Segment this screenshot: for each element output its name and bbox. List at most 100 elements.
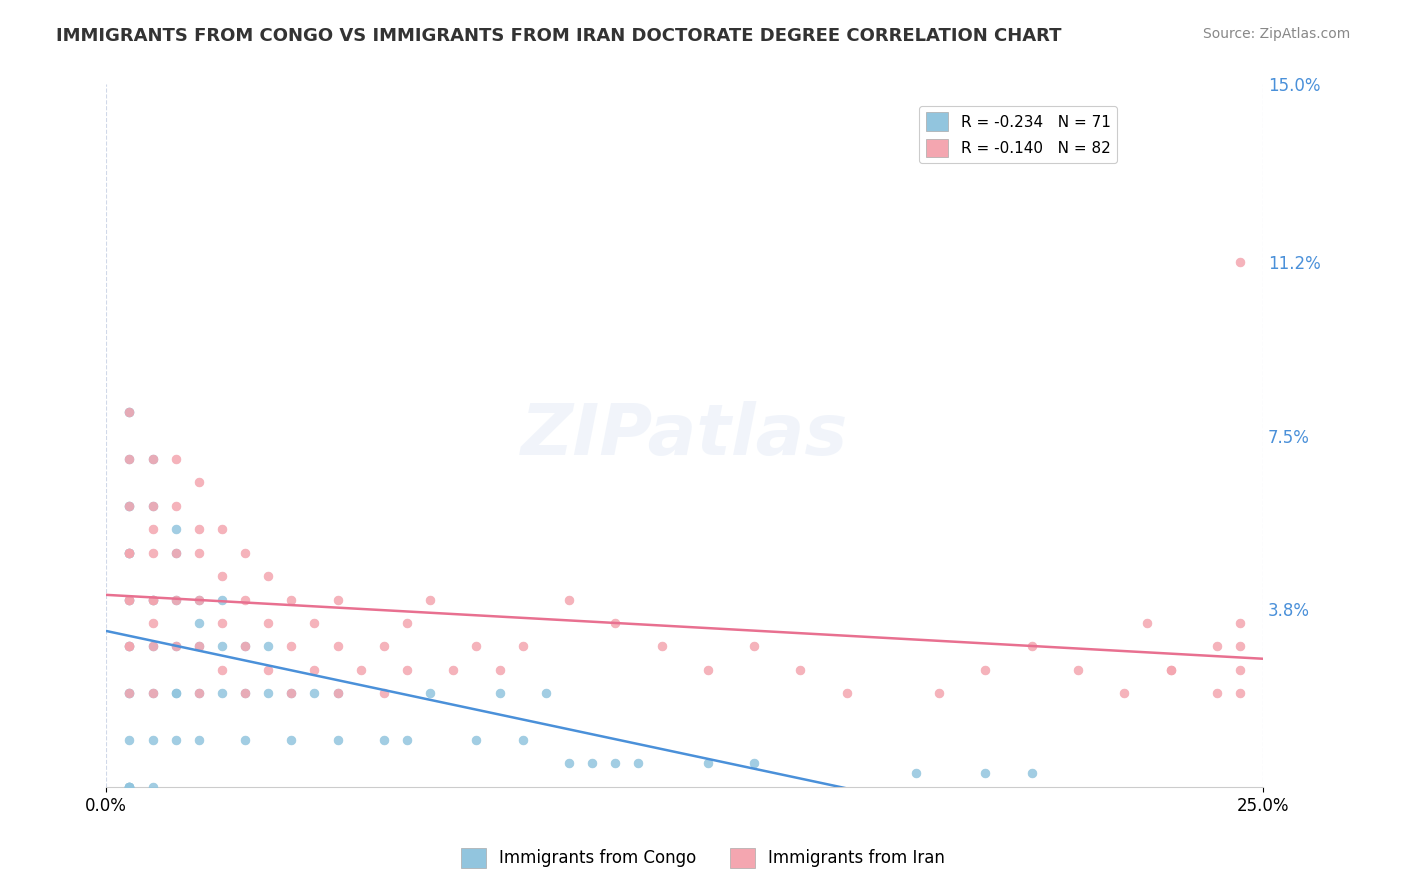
Point xyxy=(118,592,141,607)
Point xyxy=(118,592,141,607)
Point xyxy=(326,640,349,654)
Point xyxy=(141,686,163,700)
Text: Source: ZipAtlas.com: Source: ZipAtlas.com xyxy=(1202,27,1350,41)
Point xyxy=(141,452,163,467)
Point xyxy=(165,640,187,654)
Point xyxy=(326,733,349,747)
Point xyxy=(280,592,302,607)
Point xyxy=(118,546,141,560)
Point xyxy=(118,780,141,794)
Point xyxy=(187,640,209,654)
Point xyxy=(534,686,557,700)
Point xyxy=(141,780,163,794)
Point xyxy=(465,733,488,747)
Point xyxy=(187,640,209,654)
Point xyxy=(1229,615,1251,630)
Point xyxy=(1067,663,1090,677)
Point xyxy=(233,686,256,700)
Point xyxy=(1021,640,1043,654)
Text: IMMIGRANTS FROM CONGO VS IMMIGRANTS FROM IRAN DOCTORATE DEGREE CORRELATION CHART: IMMIGRANTS FROM CONGO VS IMMIGRANTS FROM… xyxy=(56,27,1062,45)
Point xyxy=(696,663,718,677)
Point xyxy=(211,592,233,607)
Point xyxy=(165,686,187,700)
Point xyxy=(395,663,418,677)
Point xyxy=(1229,686,1251,700)
Point xyxy=(581,756,603,771)
Point xyxy=(558,756,581,771)
Point xyxy=(118,546,141,560)
Point xyxy=(118,780,141,794)
Point xyxy=(141,499,163,513)
Point xyxy=(187,686,209,700)
Point xyxy=(118,546,141,560)
Point xyxy=(304,663,326,677)
Point xyxy=(326,592,349,607)
Point xyxy=(141,733,163,747)
Point xyxy=(1114,686,1136,700)
Point xyxy=(488,663,510,677)
Point xyxy=(187,546,209,560)
Point xyxy=(419,592,441,607)
Point xyxy=(1021,765,1043,780)
Point xyxy=(373,686,395,700)
Point xyxy=(118,686,141,700)
Point xyxy=(165,452,187,467)
Point xyxy=(211,663,233,677)
Point xyxy=(118,640,141,654)
Point xyxy=(419,686,441,700)
Point xyxy=(651,640,673,654)
Point xyxy=(280,733,302,747)
Point xyxy=(211,569,233,583)
Point xyxy=(211,686,233,700)
Point xyxy=(605,615,627,630)
Point xyxy=(350,663,373,677)
Point xyxy=(118,405,141,419)
Point xyxy=(233,640,256,654)
Point xyxy=(118,499,141,513)
Point xyxy=(627,756,650,771)
Point xyxy=(165,499,187,513)
Point xyxy=(280,686,302,700)
Point xyxy=(187,686,209,700)
Point xyxy=(233,733,256,747)
Point xyxy=(118,686,141,700)
Point xyxy=(165,522,187,536)
Point xyxy=(187,522,209,536)
Point xyxy=(141,592,163,607)
Point xyxy=(465,640,488,654)
Point xyxy=(373,640,395,654)
Point xyxy=(141,592,163,607)
Point xyxy=(118,780,141,794)
Point xyxy=(395,733,418,747)
Point xyxy=(141,546,163,560)
Point xyxy=(187,592,209,607)
Point xyxy=(187,615,209,630)
Point xyxy=(165,546,187,560)
Point xyxy=(488,686,510,700)
Point xyxy=(1229,663,1251,677)
Point xyxy=(118,452,141,467)
Point xyxy=(118,640,141,654)
Point xyxy=(1205,686,1227,700)
Point xyxy=(118,499,141,513)
Point xyxy=(118,499,141,513)
Legend: Immigrants from Congo, Immigrants from Iran: Immigrants from Congo, Immigrants from I… xyxy=(454,841,952,875)
Point xyxy=(211,640,233,654)
Point xyxy=(742,640,765,654)
Point xyxy=(257,569,280,583)
Point xyxy=(257,686,280,700)
Point xyxy=(373,733,395,747)
Point xyxy=(304,615,326,630)
Point xyxy=(1229,255,1251,269)
Point xyxy=(165,592,187,607)
Point xyxy=(118,592,141,607)
Point xyxy=(118,640,141,654)
Point xyxy=(118,640,141,654)
Point xyxy=(118,405,141,419)
Point xyxy=(141,522,163,536)
Point xyxy=(141,452,163,467)
Point xyxy=(558,592,581,607)
Point xyxy=(118,686,141,700)
Point xyxy=(165,686,187,700)
Point xyxy=(326,686,349,700)
